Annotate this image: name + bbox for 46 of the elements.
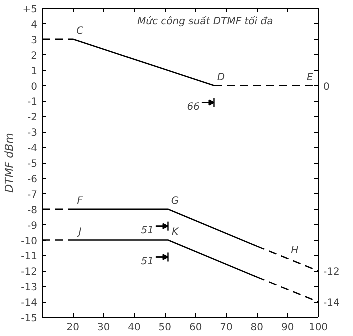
x-tick-label: 20 — [66, 322, 80, 334]
y-tick-label: -14 — [21, 298, 38, 310]
y-tick-label: +5 — [22, 4, 38, 16]
y-tick-label: -15 — [21, 314, 38, 324]
annotation: K — [172, 226, 180, 238]
y2-tick-label: -12 — [324, 267, 340, 278]
annotation: Mức công suất DTMF tối đa — [138, 16, 274, 28]
annotation: G — [171, 196, 180, 207]
y-tick-label: 0 — [31, 82, 38, 93]
x-tick-label: 90 — [281, 322, 294, 334]
x-tick-label: 80 — [250, 322, 264, 334]
annotation: E — [307, 72, 314, 84]
x-tick-label: 40 — [128, 322, 141, 334]
y-tick-label: -8 — [28, 205, 38, 216]
annotation: C — [76, 26, 84, 37]
y-tick-label: -13 — [21, 282, 38, 294]
x-tick-label: 50 — [158, 322, 172, 334]
y-tick-label: 2 — [31, 50, 38, 62]
y-tick-label: 4 — [31, 20, 38, 31]
y-tick-label: -9 — [28, 220, 38, 232]
annotation: F — [77, 196, 84, 207]
y-tick-label: -7 — [28, 190, 38, 201]
y-tick-label: -10 — [21, 236, 38, 248]
y-tick-label: -1 — [28, 97, 38, 108]
y-tick-label: -11 — [21, 252, 38, 263]
annotation: D — [217, 72, 226, 84]
annotation: 51 — [141, 256, 154, 268]
x-tick-label: 30 — [97, 322, 110, 334]
annotation: 51 — [141, 225, 154, 236]
y-tick-label: -6 — [28, 174, 38, 186]
y2-tick-label: 0 — [324, 82, 330, 93]
y2-tick-label: -14 — [324, 298, 340, 310]
y-tick-label: -4 — [28, 144, 38, 155]
annotation: J — [76, 226, 82, 238]
y-tick-label: 3 — [31, 35, 38, 46]
annotation: 66 — [187, 102, 200, 113]
x-tick-label: 60 — [189, 322, 202, 334]
y-tick-label: -2 — [28, 112, 38, 124]
y-tick-label: -12 — [21, 267, 38, 278]
y-tick-label: 1 — [31, 66, 38, 78]
annotation: H — [291, 245, 300, 256]
y-tick-label: -5 — [28, 159, 38, 170]
x-tick-label: 70 — [220, 322, 233, 334]
x-tick-label: 100 — [308, 322, 328, 334]
y-axis-title: DTMF dBm — [3, 133, 16, 193]
y-tick-label: -3 — [28, 128, 38, 140]
